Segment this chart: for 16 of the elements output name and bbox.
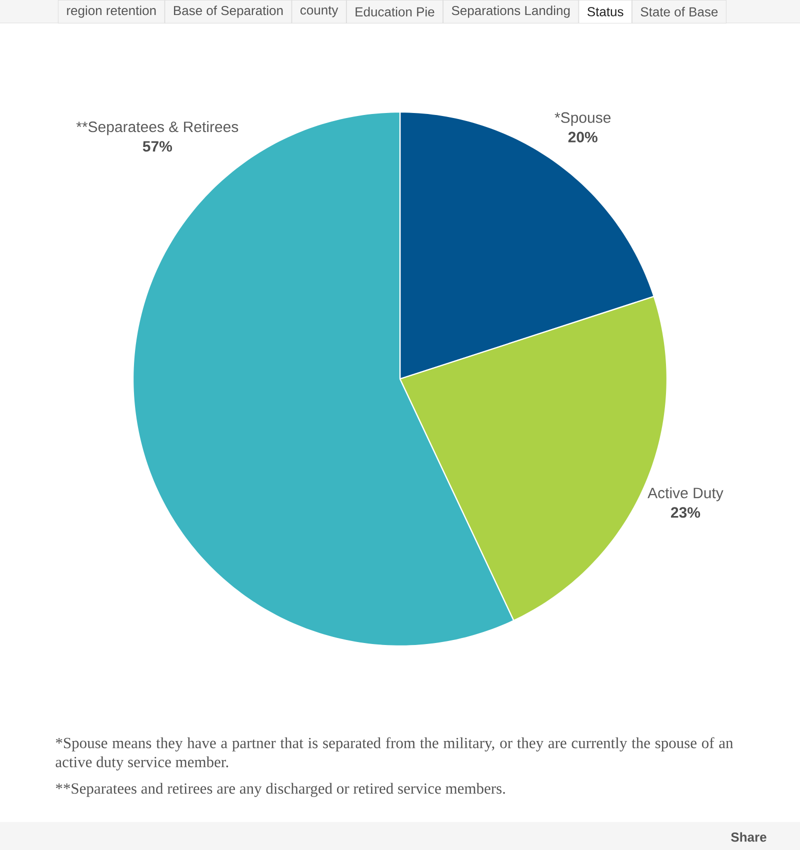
text: *Spouse means they have a partner that is separated from the military, or they are currently the spouse of an active duty service member. bbox=[56, 737, 734, 770]
text: Base of Separation bbox=[174, 6, 283, 18]
text: Share bbox=[731, 832, 766, 842]
data-label: 57% bbox=[142, 141, 172, 152]
text: Education Pie bbox=[356, 6, 434, 16]
text: county bbox=[300, 6, 338, 18]
text: Status bbox=[587, 7, 624, 16]
data-label: 20% bbox=[568, 132, 598, 142]
data-label: 23% bbox=[670, 507, 700, 518]
text: Separations Landing bbox=[452, 6, 570, 18]
text: State of Base bbox=[640, 6, 718, 16]
slice-label: *Spouse bbox=[554, 112, 611, 126]
text: region retention bbox=[67, 6, 156, 18]
text: **Separatees and retirees are any discharged or retired service members. bbox=[56, 782, 505, 797]
slice-label: **Separatees & Retirees bbox=[76, 121, 238, 136]
slice-label: Active Duty bbox=[648, 487, 724, 502]
